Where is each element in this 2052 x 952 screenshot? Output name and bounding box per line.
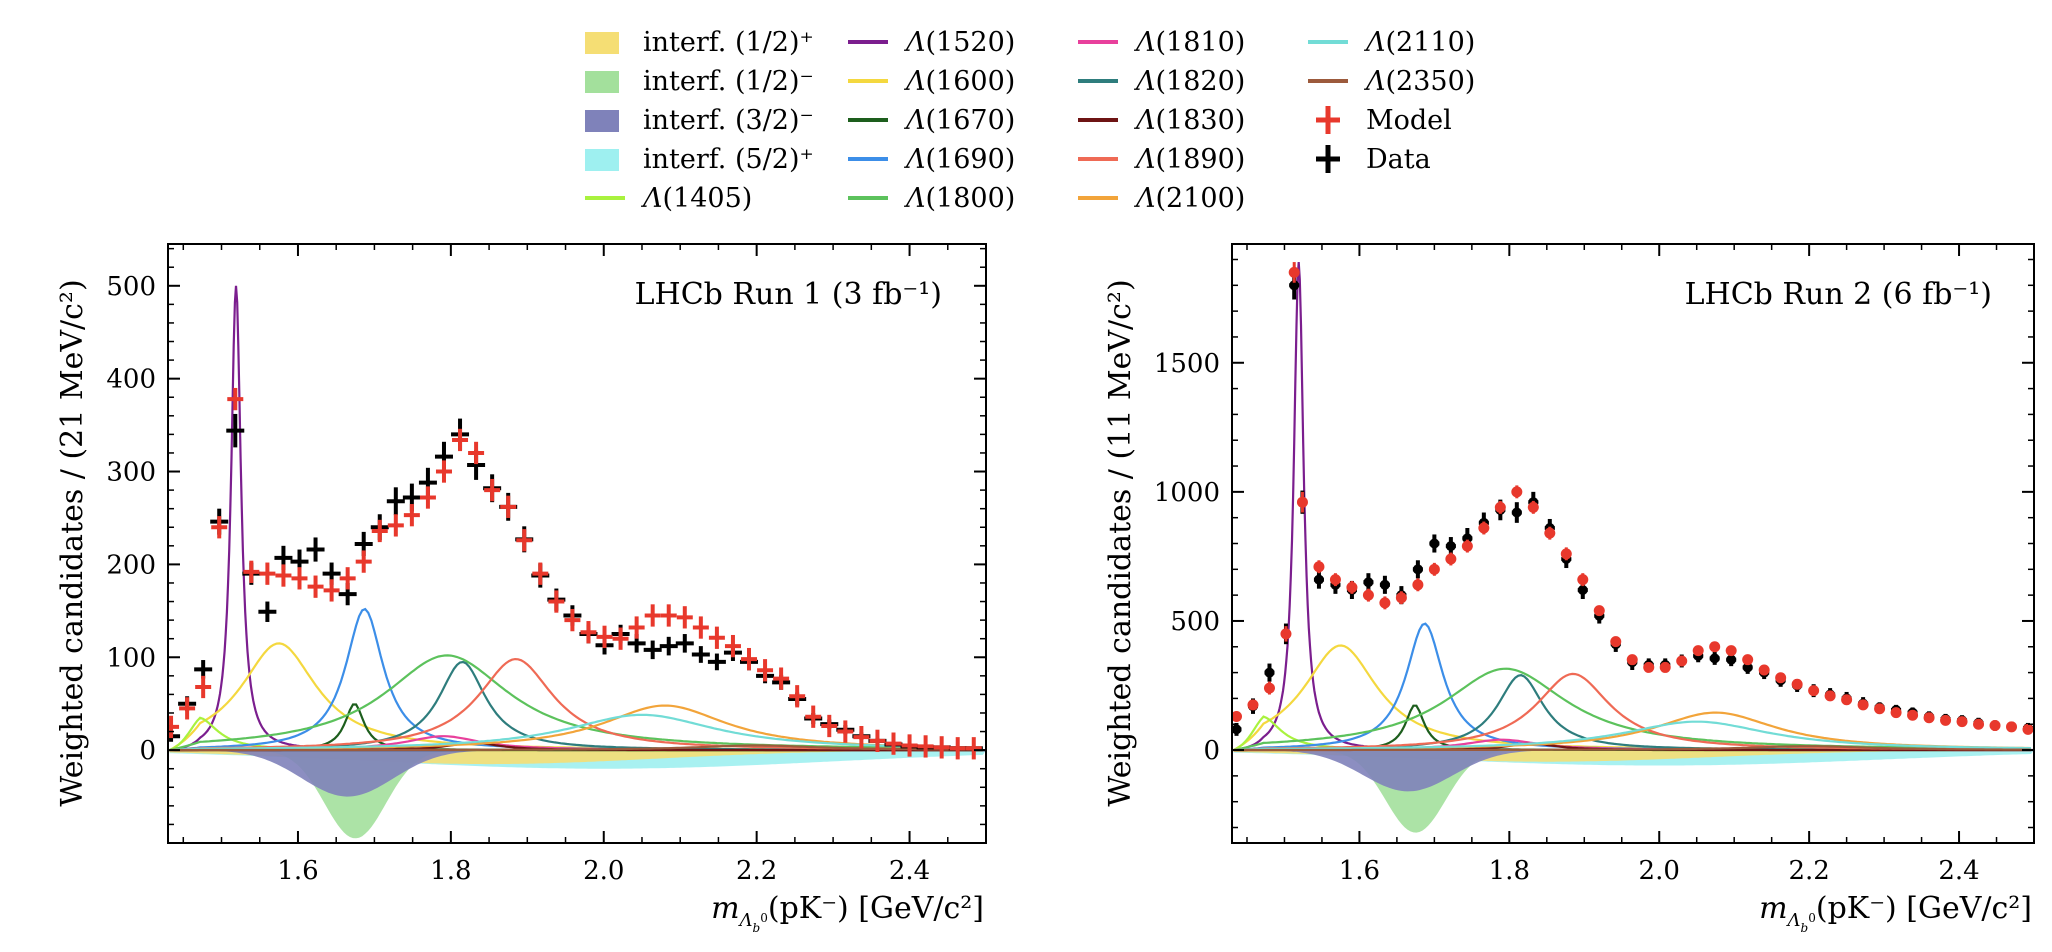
run2-ytick-label: 0 xyxy=(1203,736,1220,766)
run1-xlabel-m: m xyxy=(711,891,739,926)
run1-xlabel-sub: Λ xyxy=(738,910,753,931)
panel-run1: 1.6 1.8 2.0 2.2 2.4 0 100 200 300 400 500 LHCb Run… xyxy=(55,243,987,935)
run2-data-point-dot xyxy=(1445,541,1456,552)
run1-ytick-label: 100 xyxy=(106,643,156,673)
run2-data-point-dot xyxy=(1313,574,1324,585)
legend-label-model: Model xyxy=(1366,105,1452,136)
run2-xtick-label: 1.6 xyxy=(1339,856,1380,886)
run1-xlabel-sup: 0 xyxy=(760,911,768,925)
run2-data-point-dot xyxy=(1726,654,1737,665)
run2-data-point-dot xyxy=(1232,724,1242,735)
run1-ytick-label: 0 xyxy=(139,736,156,766)
legend-label-L1405: Λ(1405) xyxy=(640,183,752,214)
legend-label-L1890: Λ(1890) xyxy=(1133,144,1245,175)
run1-curve-L1520 xyxy=(169,285,985,752)
run1-ylabel: Weighted candidates / (21 MeV/c²) xyxy=(55,279,90,806)
run1-curve-L2110 xyxy=(169,713,983,752)
legend-swatch-interf_12p xyxy=(585,32,619,54)
legend-label-L1690: Λ(1690) xyxy=(903,144,1015,175)
run1-xlabel-rest: (pK⁻) [GeV/c²] xyxy=(768,891,984,926)
legend-swatch-interf_32m xyxy=(585,110,619,132)
run1-annotation: LHCb Run 1 (3 fb⁻¹) xyxy=(635,277,942,312)
run2-data-point-dot xyxy=(1429,538,1440,549)
run2-xtick-label: 2.0 xyxy=(1639,856,1680,886)
run1-ytick-label: 200 xyxy=(106,550,156,580)
panel-run2: 1.6 1.8 2.0 2.2 2.4 0 500 1000 1500 LHCb Run 2 (… xyxy=(1103,243,2035,935)
run1-xtick-label: 1.6 xyxy=(277,856,318,886)
run2-ticks: 1.6 1.8 2.0 2.2 2.4 0 500 1000 1500 xyxy=(1154,244,2035,886)
run1-fill-interf_32m xyxy=(169,750,986,797)
run1-xtick-label: 2.4 xyxy=(889,856,930,886)
run2-curve-L1800 xyxy=(1233,667,2031,752)
run2-data-point-dot xyxy=(1709,653,1720,664)
run2-xtick-label: 2.4 xyxy=(1938,856,1979,886)
legend-label-interf_32m: interf. (3/2)⁻ xyxy=(643,105,814,136)
run2-data-point-dot xyxy=(1264,667,1275,678)
legend-label-data: Data xyxy=(1366,144,1431,175)
run1-ytick-label: 400 xyxy=(106,365,156,395)
legend-label-L1830: Λ(1830) xyxy=(1133,105,1245,136)
legend-swatch-interf_52p xyxy=(585,149,619,171)
run1-xtick-label: 1.8 xyxy=(430,856,471,886)
run1-axes-frame xyxy=(167,243,987,844)
legend: interf. (1/2)⁺ interf. (1/2)⁻ interf. (3/2… xyxy=(585,27,1475,214)
run2-data-point-dot xyxy=(1577,584,1588,595)
run2-xlabel-subsub: b xyxy=(1801,921,1809,935)
legend-label-interf_52p: interf. (5/2)⁺ xyxy=(643,144,814,175)
run2-ytick-label: 1000 xyxy=(1154,478,1220,508)
run2-xlabel-m: m xyxy=(1759,891,1787,926)
legend-label-L2350: Λ(2350) xyxy=(1363,66,1475,97)
legend-label-L2100: Λ(2100) xyxy=(1133,183,1245,214)
run1-ytick-label: 300 xyxy=(106,458,156,488)
run2-curve-L2110 xyxy=(1233,720,2031,752)
legend-label-L1520: Λ(1520) xyxy=(903,27,1015,58)
legend-label-L1600: Λ(1600) xyxy=(903,66,1015,97)
run2-fill-interf_32m xyxy=(1233,750,2034,792)
run1-curve-L1800 xyxy=(169,654,983,752)
run1-curve-L2350 xyxy=(169,744,983,752)
run2-data-point-dot xyxy=(1742,662,1753,673)
run1-xtick-label: 2.2 xyxy=(736,856,777,886)
legend-label-interf_12p: interf. (1/2)⁺ xyxy=(643,27,814,58)
run2-xlabel-sup: 0 xyxy=(1808,911,1816,925)
run2-data-point-dot xyxy=(1462,533,1473,544)
run2-xtick-label: 2.2 xyxy=(1788,856,1829,886)
run1-ytick-label: 500 xyxy=(106,272,156,302)
run2-ytick-label: 1500 xyxy=(1154,349,1220,379)
run1-plot-area xyxy=(168,285,986,839)
legend-label-L1800: Λ(1800) xyxy=(903,183,1015,214)
run2-annotation: LHCb Run 2 (6 fb⁻¹) xyxy=(1685,277,1992,312)
run2-xlabel: mΛb0(pK⁻) [GeV/c²] xyxy=(1759,891,2032,935)
run2-plot-area xyxy=(1232,262,2034,833)
legend-label-L1810: Λ(1810) xyxy=(1133,27,1245,58)
run1-xlabel: mΛb0(pK⁻) [GeV/c²] xyxy=(711,891,984,935)
run2-data-point-dot xyxy=(1511,507,1522,518)
run2-ytick-label: 500 xyxy=(1170,607,1220,637)
run2-xlabel-sub: Λ xyxy=(1786,910,1801,931)
run1-ticks: 1.6 1.8 2.0 2.2 2.4 0 100 200 300 400 500 xyxy=(106,244,987,886)
run2-data-point-dot xyxy=(1363,577,1374,588)
legend-label-L2110: Λ(2110) xyxy=(1363,27,1475,58)
run2-ylabel: Weighted candidates / (11 MeV/c²) xyxy=(1103,279,1138,806)
run2-xtick-label: 1.8 xyxy=(1489,856,1530,886)
legend-swatch-interf_12m xyxy=(585,71,619,93)
run2-curve-L2350 xyxy=(1233,745,2032,752)
run1-xtick-label: 2.0 xyxy=(583,856,624,886)
run2-data-point-dot xyxy=(1289,280,1300,291)
run2-data-point-dot xyxy=(1412,564,1423,575)
legend-label-L1670: Λ(1670) xyxy=(903,105,1015,136)
run2-curve-L1520 xyxy=(1233,262,2033,752)
run2-xlabel-rest: (pK⁻) [GeV/c²] xyxy=(1816,891,2032,926)
legend-label-L1820: Λ(1820) xyxy=(1133,66,1245,97)
run2-data-point-dot xyxy=(1379,579,1390,590)
legend-label-interf_12m: interf. (1/2)⁻ xyxy=(643,66,814,97)
run1-xlabel-subsub: b xyxy=(753,921,761,935)
